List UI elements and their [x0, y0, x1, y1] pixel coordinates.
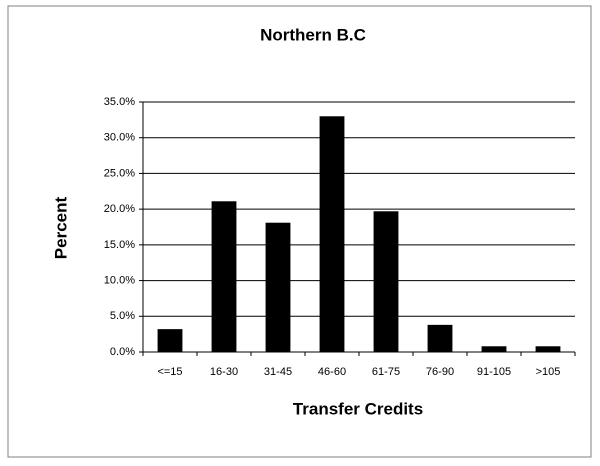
- x-tick-label: <=15: [157, 366, 182, 378]
- bar: [265, 222, 291, 352]
- y-tick-label: 15.0%: [104, 239, 135, 251]
- bar: [319, 116, 345, 353]
- bar: [535, 346, 561, 352]
- y-tick-label: 25.0%: [104, 167, 135, 179]
- bar: [373, 211, 399, 352]
- bar: [157, 329, 183, 352]
- bar: [481, 346, 507, 352]
- y-tick-label: 30.0%: [104, 132, 135, 144]
- y-tick-label: 0.0%: [110, 346, 135, 358]
- bar: [427, 324, 453, 352]
- x-tick-label: 61-75: [372, 366, 400, 378]
- x-tick-label: 16-30: [210, 366, 238, 378]
- y-tick-label: 10.0%: [104, 274, 135, 286]
- x-tick-label: 46-60: [318, 366, 346, 378]
- bar: [211, 201, 237, 352]
- x-tick-label: 91-105: [477, 366, 511, 378]
- chart-title: Northern B.C: [260, 25, 366, 44]
- y-tick-label: 5.0%: [110, 310, 135, 322]
- x-axis-label: Transfer Credits: [293, 399, 423, 418]
- x-tick-label: 76-90: [426, 366, 454, 378]
- x-tick-label: >105: [536, 366, 561, 378]
- y-tick-label: 35.0%: [104, 96, 135, 108]
- y-axis-label: Percent: [51, 196, 70, 259]
- chart-frame: [7, 5, 592, 458]
- x-tick-label: 31-45: [264, 366, 292, 378]
- y-tick-label: 20.0%: [104, 203, 135, 215]
